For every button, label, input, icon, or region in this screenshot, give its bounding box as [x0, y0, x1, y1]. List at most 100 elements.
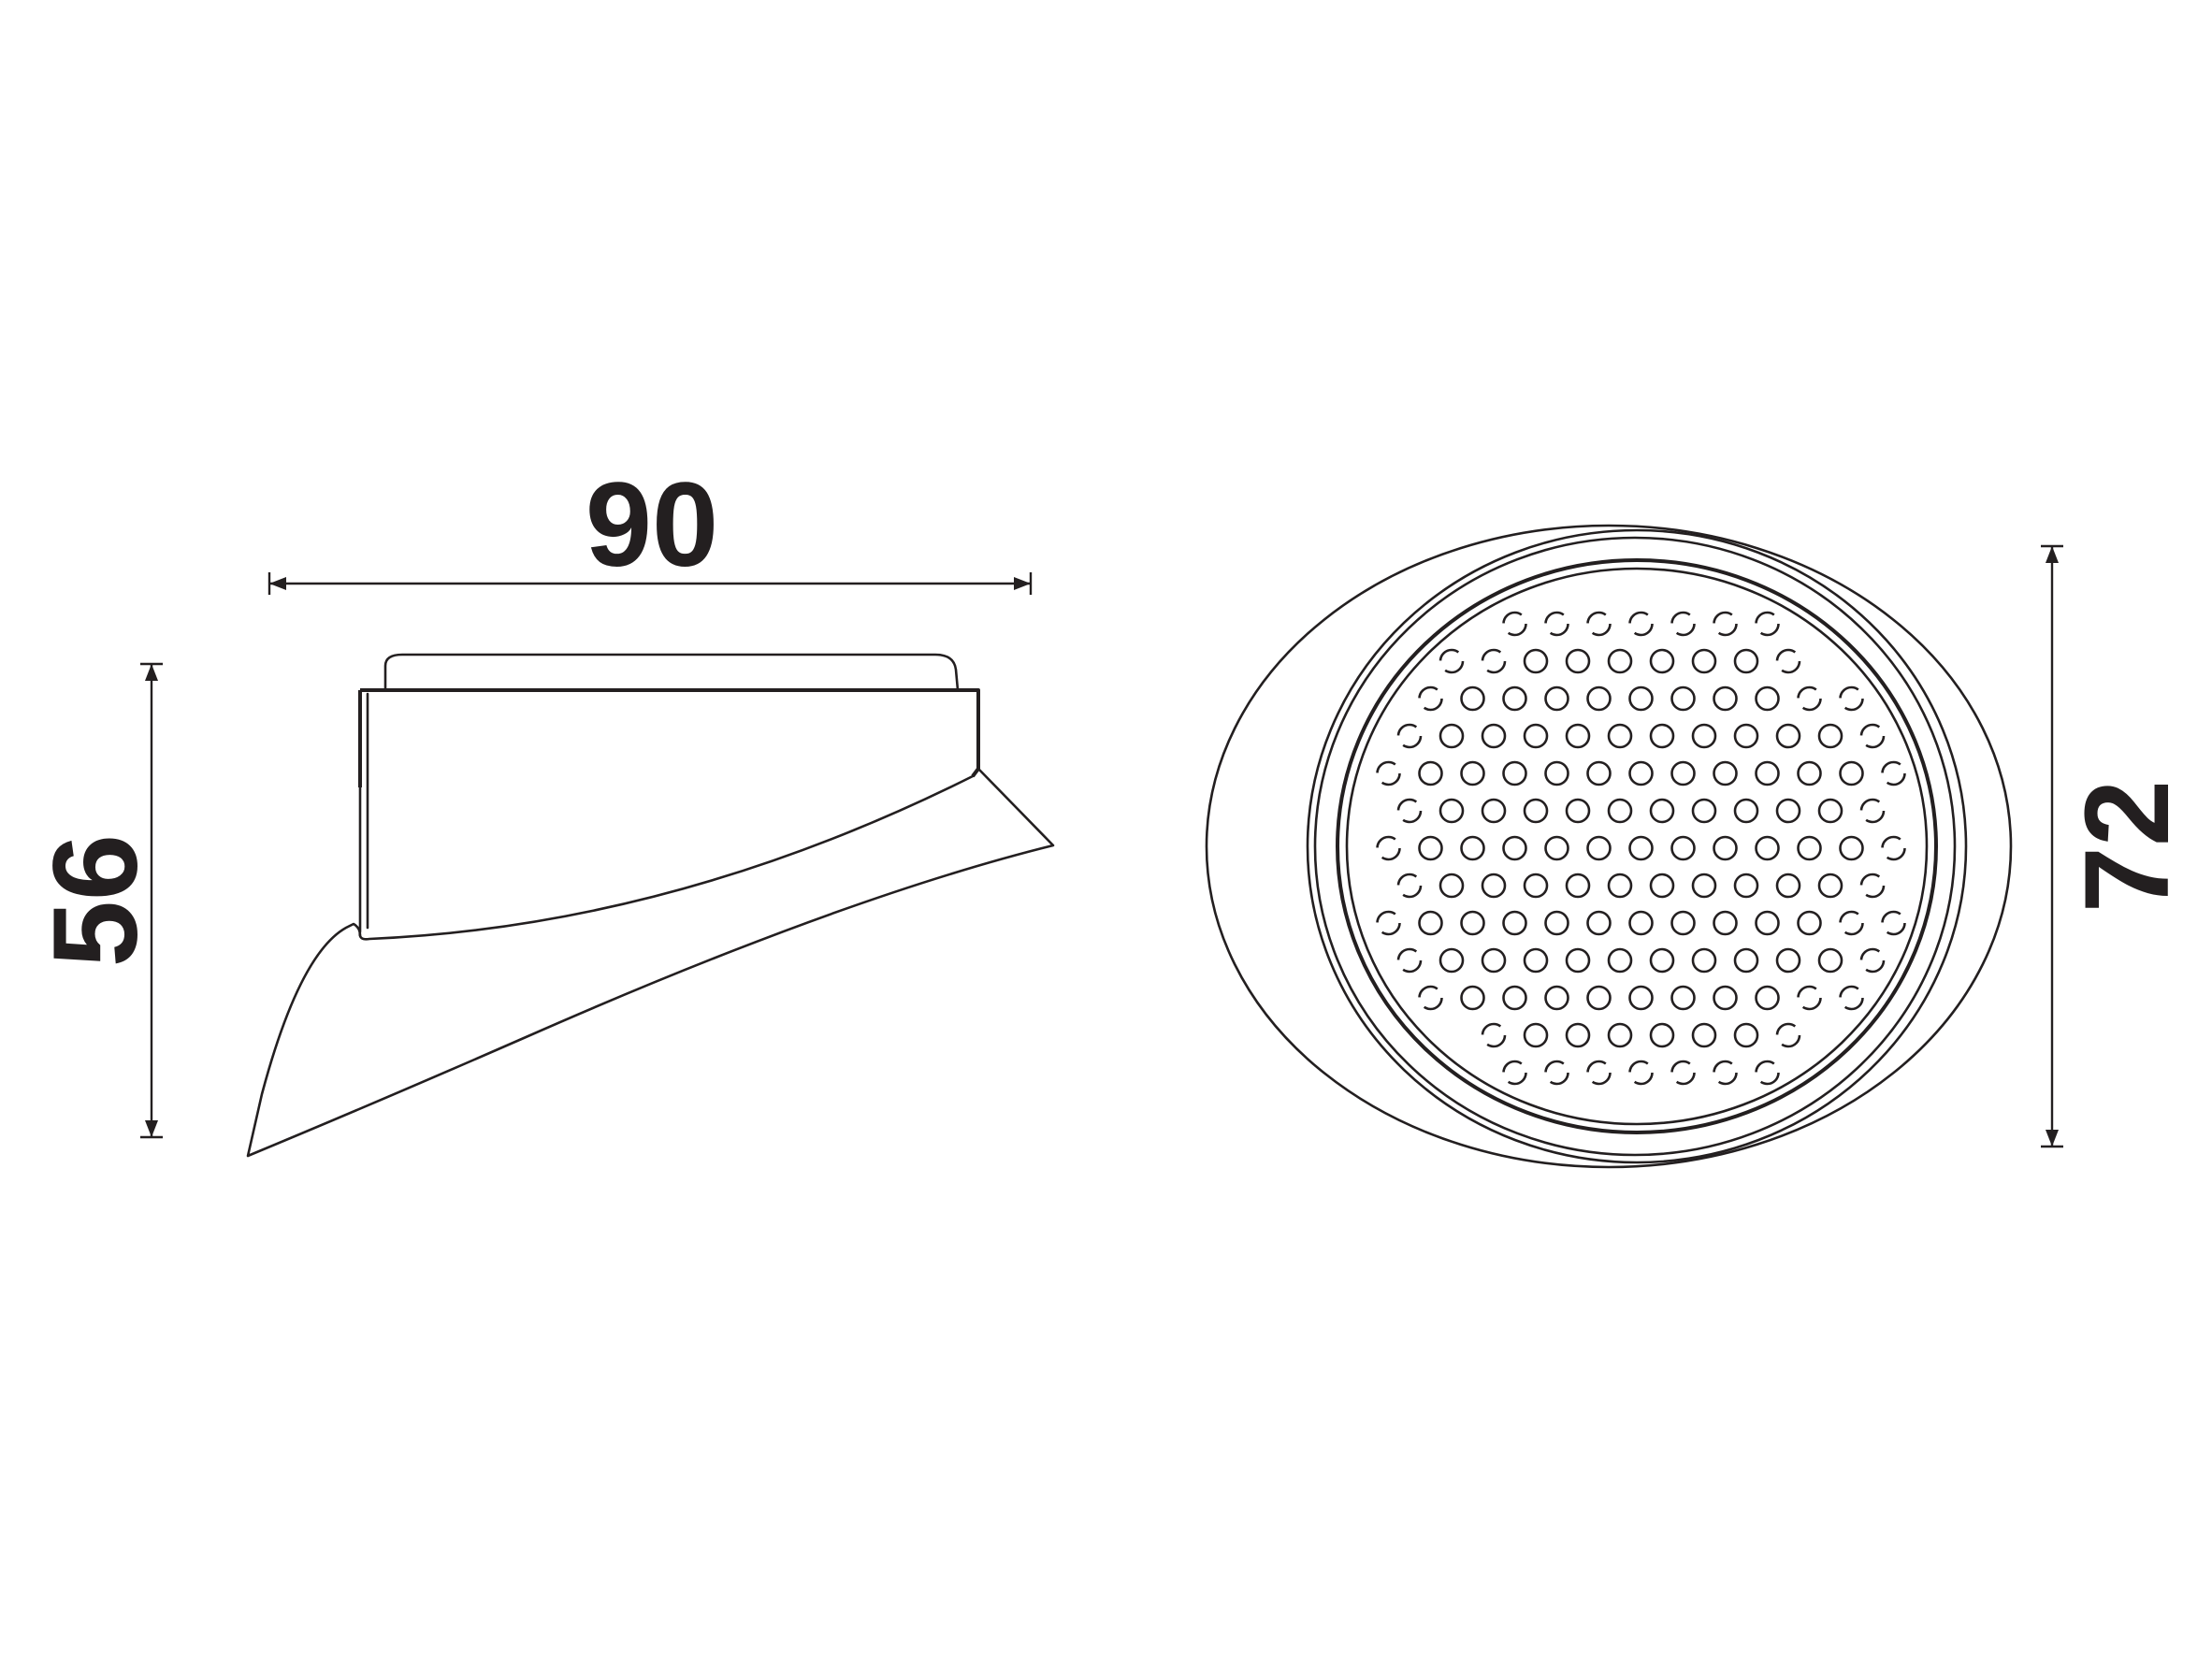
diameter-dimension-label: 72	[2060, 780, 2194, 913]
grille-hole	[1670, 910, 1696, 936]
grille-hole	[1544, 685, 1569, 712]
grille-hole	[1418, 985, 1443, 1011]
grille-hole	[1523, 798, 1549, 824]
grille-hole	[1481, 947, 1507, 974]
grille-hole	[1733, 798, 1759, 824]
grille-hole	[1775, 873, 1801, 899]
side-view-base	[246, 767, 1055, 1158]
grille-hole	[1607, 873, 1633, 899]
grille-hole	[1628, 835, 1654, 861]
grille-hole	[1544, 835, 1569, 861]
grille-hole	[1439, 947, 1465, 974]
grille-hole	[1376, 910, 1401, 936]
grille-hole	[1755, 760, 1780, 786]
grille-hole	[1481, 873, 1507, 899]
grille-hole	[1691, 947, 1717, 974]
grille-hole	[1670, 835, 1696, 861]
grille-hole	[1418, 760, 1443, 786]
grille-hole	[1649, 723, 1675, 749]
grille-hole	[1839, 835, 1864, 861]
top-view-ring-1	[1306, 528, 1968, 1164]
grille-hole	[1817, 723, 1843, 749]
grille-hole	[1607, 723, 1633, 749]
grille-hole	[1733, 947, 1759, 974]
grille-hole	[1523, 947, 1549, 974]
top-view-grille	[1376, 611, 1906, 1086]
grille-hole	[1817, 798, 1843, 824]
grille-hole	[1628, 985, 1654, 1011]
grille-hole	[1565, 648, 1591, 674]
grille-hole	[1439, 648, 1465, 674]
grille-hole	[1797, 685, 1822, 712]
grille-hole	[1607, 798, 1633, 824]
grille-hole	[1523, 648, 1549, 674]
grille-hole	[1460, 985, 1485, 1011]
height-dimension: 56	[29, 662, 163, 1139]
grille-hole	[1670, 685, 1696, 712]
top-view	[1205, 524, 2013, 1169]
grille-hole	[1523, 1022, 1549, 1048]
grille-hole	[1797, 760, 1822, 786]
grille-hole	[1565, 947, 1591, 974]
grille-hole	[1649, 947, 1675, 974]
grille-hole	[1565, 1022, 1591, 1048]
grille-hole	[1502, 910, 1527, 936]
grille-hole	[1439, 798, 1465, 824]
grille-hole	[1376, 760, 1401, 786]
grille-hole	[1481, 1022, 1507, 1048]
grille-hole	[1481, 723, 1507, 749]
grille-hole	[1839, 910, 1864, 936]
grille-hole	[1775, 947, 1801, 974]
grille-hole	[1859, 798, 1886, 824]
grille-hole	[1859, 947, 1886, 974]
grille-hole	[1649, 1022, 1675, 1048]
top-view-ring-3	[1336, 558, 1938, 1134]
grille-hole	[1418, 835, 1443, 861]
grille-hole	[1460, 910, 1485, 936]
grille-hole	[1586, 910, 1612, 936]
grille-hole	[1775, 723, 1801, 749]
grille-hole	[1817, 873, 1843, 899]
grille-hole	[1396, 723, 1423, 749]
side-view	[246, 653, 1055, 1158]
grille-hole	[1713, 835, 1738, 861]
grille-hole	[1544, 760, 1569, 786]
grille-hole	[1628, 910, 1654, 936]
grille-hole	[1396, 798, 1423, 824]
grille-hole	[1544, 1060, 1569, 1086]
grille-hole	[1755, 910, 1780, 936]
grille-hole	[1502, 685, 1527, 712]
grille-hole	[1628, 760, 1654, 786]
grille-hole	[1565, 873, 1591, 899]
width-dimension: 90	[267, 458, 1033, 595]
grille-hole	[1607, 1022, 1633, 1048]
grille-hole	[1586, 835, 1612, 861]
grille-hole	[1502, 760, 1527, 786]
grille-hole	[1670, 760, 1696, 786]
grille-hole	[1797, 985, 1822, 1011]
top-view-grille-edge	[1345, 567, 1929, 1126]
grille-hole	[1859, 723, 1886, 749]
top-view-ring-2	[1313, 536, 1957, 1157]
grille-hole	[1775, 798, 1801, 824]
grille-hole	[1755, 835, 1780, 861]
grille-hole	[1439, 873, 1465, 899]
grille-hole	[1670, 1060, 1696, 1086]
diameter-dimension: 72	[2041, 544, 2194, 1148]
grille-hole	[1817, 947, 1843, 974]
grille-hole	[1481, 798, 1507, 824]
grille-hole	[1523, 723, 1549, 749]
grille-hole	[1755, 1060, 1780, 1086]
grille-hole	[1586, 760, 1612, 786]
grille-hole	[1649, 798, 1675, 824]
grille-hole	[1649, 873, 1675, 899]
grille-hole	[1775, 648, 1801, 674]
grille-hole	[1565, 798, 1591, 824]
grille-hole	[1713, 611, 1738, 637]
grille-hole	[1481, 648, 1507, 674]
height-dimension-label: 56	[29, 834, 163, 967]
grille-hole	[1418, 910, 1443, 936]
grille-hole	[1502, 835, 1527, 861]
grille-hole	[1396, 947, 1423, 974]
